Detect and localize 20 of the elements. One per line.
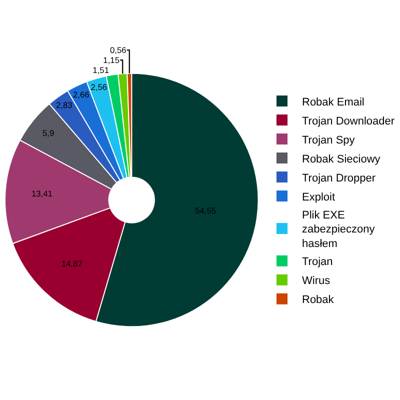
legend-label: Wirus [302,275,331,288]
data-label: 1,51 [92,64,110,75]
data-label: 5,9 [42,128,54,138]
legend-label: Robak Email [302,96,364,108]
data-label: 13,41 [31,188,53,198]
legend-label: Exploit [302,191,336,204]
data-label: 0,56 [110,44,127,55]
legend-label: Trojan Spy [302,134,356,146]
legend-label: Trojan [302,256,333,268]
data-label: 1,15 [103,54,120,65]
legend-label: Plik EXE zabezpieczony hasłem [302,209,376,250]
data-label: 2,66 [72,89,90,100]
data-label: 14,87 [61,258,83,268]
legend-label: Trojan Dropper [302,172,376,184]
data-label: 2,56 [90,82,108,92]
legend-label: Robak [302,294,334,306]
data-label: 54,55 [195,205,216,216]
legend-label: Trojan Downloader [302,115,395,128]
data-label: 2,83 [56,100,73,110]
legend-label: Robak Sieciowy [302,153,381,166]
